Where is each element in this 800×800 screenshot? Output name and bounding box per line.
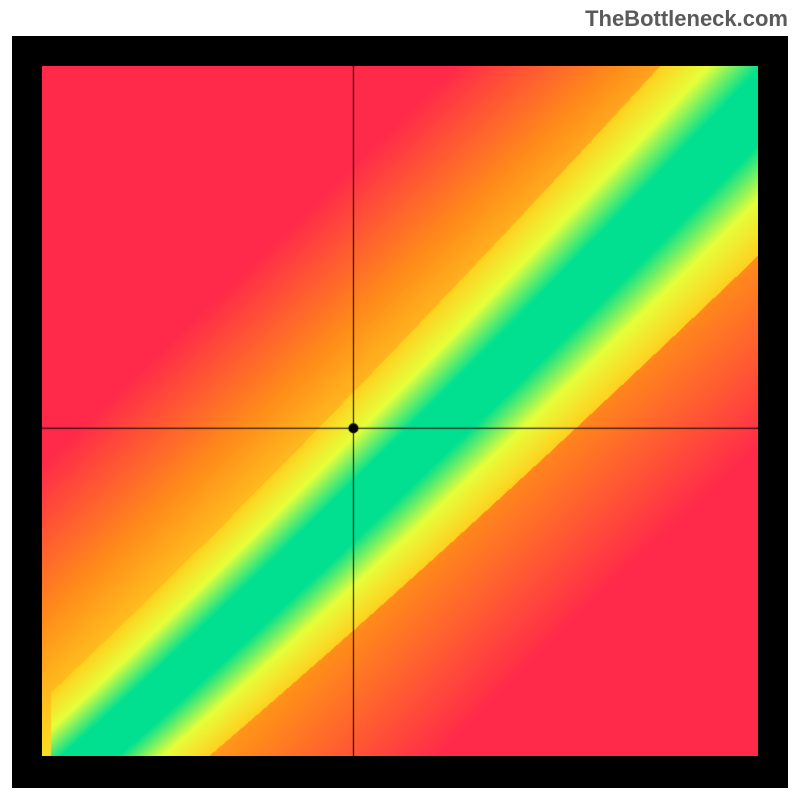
plot-area xyxy=(42,66,758,756)
chart-outer-frame xyxy=(12,36,788,788)
heatmap-canvas xyxy=(42,66,758,756)
watermark-text: TheBottleneck.com xyxy=(585,6,788,32)
